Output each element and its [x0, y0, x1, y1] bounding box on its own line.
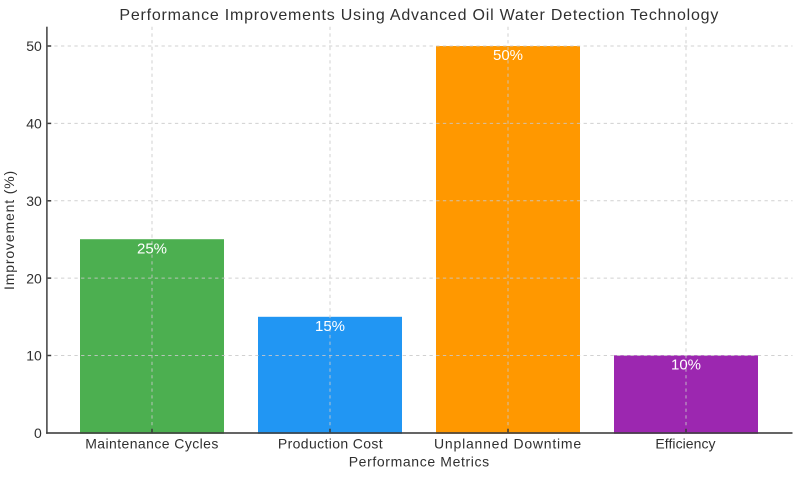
- svg-text:25%: 25%: [137, 241, 167, 258]
- svg-text:30: 30: [26, 193, 42, 209]
- svg-text:10%: 10%: [671, 357, 701, 374]
- svg-text:10: 10: [26, 348, 42, 364]
- svg-text:40: 40: [26, 116, 42, 132]
- svg-text:Improvement (%): Improvement (%): [1, 170, 17, 290]
- svg-text:15%: 15%: [315, 318, 345, 335]
- svg-text:50: 50: [26, 38, 42, 54]
- svg-text:20: 20: [26, 270, 42, 286]
- svg-text:Production Cost: Production Cost: [278, 435, 383, 451]
- svg-text:Maintenance Cycles: Maintenance Cycles: [85, 435, 219, 451]
- svg-text:50%: 50%: [493, 47, 523, 64]
- svg-text:0: 0: [34, 425, 42, 441]
- svg-text:Performance Improvements Using: Performance Improvements Using Advanced …: [119, 7, 719, 24]
- svg-text:Performance Metrics: Performance Metrics: [349, 454, 490, 470]
- svg-text:Efficiency: Efficiency: [655, 435, 715, 451]
- svg-text:Unplanned Downtime: Unplanned Downtime: [434, 435, 582, 451]
